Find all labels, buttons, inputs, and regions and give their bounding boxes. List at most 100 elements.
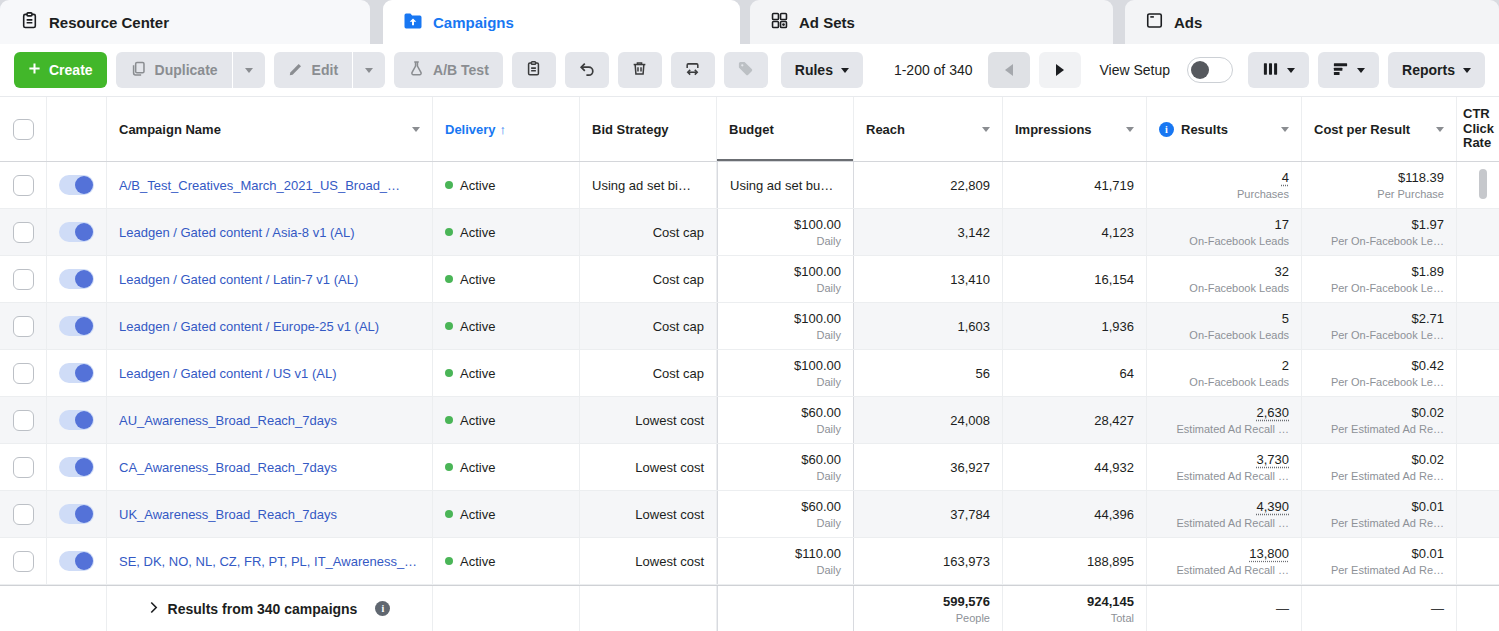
campaign-name-link[interactable]: SE, DK, NO, NL, CZ, FR, PT, PL, IT_Aware… [119, 554, 420, 569]
tab-ad-sets[interactable]: Ad Sets [750, 0, 1113, 44]
ab-test-label: A/B Test [433, 62, 489, 78]
info-circle-icon[interactable]: i [375, 601, 390, 616]
impressions-cell: 64 [1003, 350, 1147, 396]
column-header-campaign-name[interactable]: Campaign Name [107, 97, 433, 161]
export-import-button[interactable] [671, 52, 715, 88]
row-checkbox[interactable] [13, 222, 34, 243]
campaign-active-toggle[interactable] [59, 316, 94, 336]
campaign-active-toggle[interactable] [59, 222, 94, 242]
column-header-bid-strategy[interactable]: Bid Strategy [580, 97, 717, 161]
budget-cell: $100.00Daily [717, 209, 854, 255]
campaign-name-link[interactable]: Leadgen / Gated content / US v1 (AL) [119, 366, 420, 381]
campaign-name-link[interactable]: AU_Awareness_Broad_Reach_7days [119, 413, 420, 428]
campaign-active-toggle[interactable] [59, 269, 94, 289]
delete-button[interactable] [618, 52, 662, 88]
tab-resource-center[interactable]: Resource Center [0, 0, 370, 44]
campaigns-folder-icon [403, 12, 423, 33]
column-header-budget[interactable]: Budget [717, 97, 854, 161]
results-cell: 17On-Facebook Leads [1147, 209, 1302, 255]
campaign-name-link[interactable]: Leadgen / Gated content / Latin-7 v1 (AL… [119, 272, 420, 287]
reach-cell: 1,603 [854, 303, 1003, 349]
bid-strategy-cell: Cost cap [580, 350, 717, 396]
campaign-active-toggle[interactable] [59, 363, 94, 383]
bid-strategy-cell: Cost cap [580, 209, 717, 255]
row-checkbox[interactable] [13, 269, 34, 290]
column-header-cost-per-result[interactable]: Cost per Result [1302, 97, 1457, 161]
breakdown-button[interactable] [1318, 52, 1379, 88]
impressions-cell: 41,719 [1003, 162, 1147, 208]
column-header-reach[interactable]: Reach [854, 97, 1003, 161]
delivery-cell: Active [433, 397, 580, 443]
view-setup-toggle[interactable] [1187, 57, 1233, 83]
edit-dropdown-button[interactable] [353, 52, 385, 88]
tab-ads[interactable]: Ads [1125, 0, 1499, 44]
ads-frame-icon [1145, 11, 1164, 33]
row-checkbox[interactable] [13, 457, 34, 478]
create-button[interactable]: Create [14, 52, 107, 88]
reports-button[interactable]: Reports [1388, 52, 1485, 88]
rules-button[interactable]: Rules [781, 52, 863, 88]
ab-test-button[interactable]: A/B Test [394, 52, 503, 88]
export-arrows-icon [683, 60, 702, 81]
budget-cell: Using ad set bu… [717, 162, 854, 208]
reach-cell: 56 [854, 350, 1003, 396]
undo-button[interactable] [565, 52, 609, 88]
impressions-cell: 28,427 [1003, 397, 1147, 443]
row-checkbox[interactable] [13, 363, 34, 384]
row-checkbox[interactable] [13, 175, 34, 196]
impressions-cell: 188,895 [1003, 538, 1147, 584]
reach-cell: 22,809 [854, 162, 1003, 208]
bid-strategy-cell: Using ad set bi… [580, 162, 717, 208]
row-checkbox[interactable] [13, 504, 34, 525]
cost-per-result-cell: $118.39Per Purchase [1302, 162, 1457, 208]
column-header-results[interactable]: i Results [1147, 97, 1302, 161]
chevron-down-icon [245, 68, 253, 73]
select-all-checkbox[interactable] [13, 119, 34, 140]
campaign-active-toggle[interactable] [59, 457, 94, 477]
campaign-active-toggle[interactable] [59, 551, 94, 571]
clipboard-icon [525, 60, 542, 80]
duplicate-icon [130, 60, 147, 80]
tag-button[interactable] [724, 52, 768, 88]
row-checkbox[interactable] [13, 316, 34, 337]
table-row: Leadgen / Gated content / US v1 (AL) Act… [0, 350, 1499, 397]
next-page-button[interactable] [1039, 52, 1081, 88]
row-checkbox[interactable] [13, 410, 34, 431]
columns-button[interactable] [1248, 52, 1309, 88]
column-header-ctr[interactable]: CTR Click Rate [1457, 97, 1499, 161]
pencil-icon [288, 61, 304, 80]
plus-icon [28, 62, 41, 78]
table-row: Leadgen / Gated content / Europe-25 v1 (… [0, 303, 1499, 350]
table-row: Leadgen / Gated content / Latin-7 v1 (AL… [0, 256, 1499, 303]
toggle-knob [75, 364, 93, 382]
info-circle-icon[interactable]: i [1159, 122, 1174, 137]
summary-empty-cell [0, 586, 47, 631]
vertical-scrollbar[interactable] [1479, 169, 1487, 199]
campaign-name-link[interactable]: Leadgen / Gated content / Asia-8 v1 (AL) [119, 225, 420, 240]
reach-cell: 36,927 [854, 444, 1003, 490]
paste-button[interactable] [512, 52, 556, 88]
campaign-active-toggle[interactable] [59, 175, 94, 195]
edit-button[interactable]: Edit [274, 52, 352, 88]
row-checkbox[interactable] [13, 551, 34, 572]
tab-campaigns[interactable]: Campaigns [383, 0, 740, 44]
sort-ascending-icon: ↑ [500, 122, 507, 137]
column-header-impressions[interactable]: Impressions [1003, 97, 1147, 161]
level-tabs: Resource Center Campaigns Ad Sets [0, 0, 1499, 44]
previous-page-button[interactable] [988, 52, 1030, 88]
impressions-cell: 1,936 [1003, 303, 1147, 349]
duplicate-button[interactable]: Duplicate [116, 52, 232, 88]
column-header-delivery[interactable]: Delivery ↑ [433, 97, 580, 161]
campaign-name-link[interactable]: A/B_Test_Creatives_March_2021_US_Broad_… [119, 178, 420, 193]
tab-label: Resource Center [49, 14, 169, 31]
campaign-active-toggle[interactable] [59, 410, 94, 430]
reach-cell: 24,008 [854, 397, 1003, 443]
ctr-cell [1457, 209, 1499, 255]
view-setup-label: View Setup [1100, 62, 1171, 78]
campaign-name-link[interactable]: Leadgen / Gated content / Europe-25 v1 (… [119, 319, 420, 334]
campaign-name-link[interactable]: UK_Awareness_Broad_Reach_7days [119, 507, 420, 522]
duplicate-dropdown-button[interactable] [233, 52, 265, 88]
chevron-right-icon[interactable] [149, 601, 158, 617]
campaign-name-link[interactable]: CA_Awareness_Broad_Reach_7days [119, 460, 420, 475]
campaign-active-toggle[interactable] [59, 504, 94, 524]
